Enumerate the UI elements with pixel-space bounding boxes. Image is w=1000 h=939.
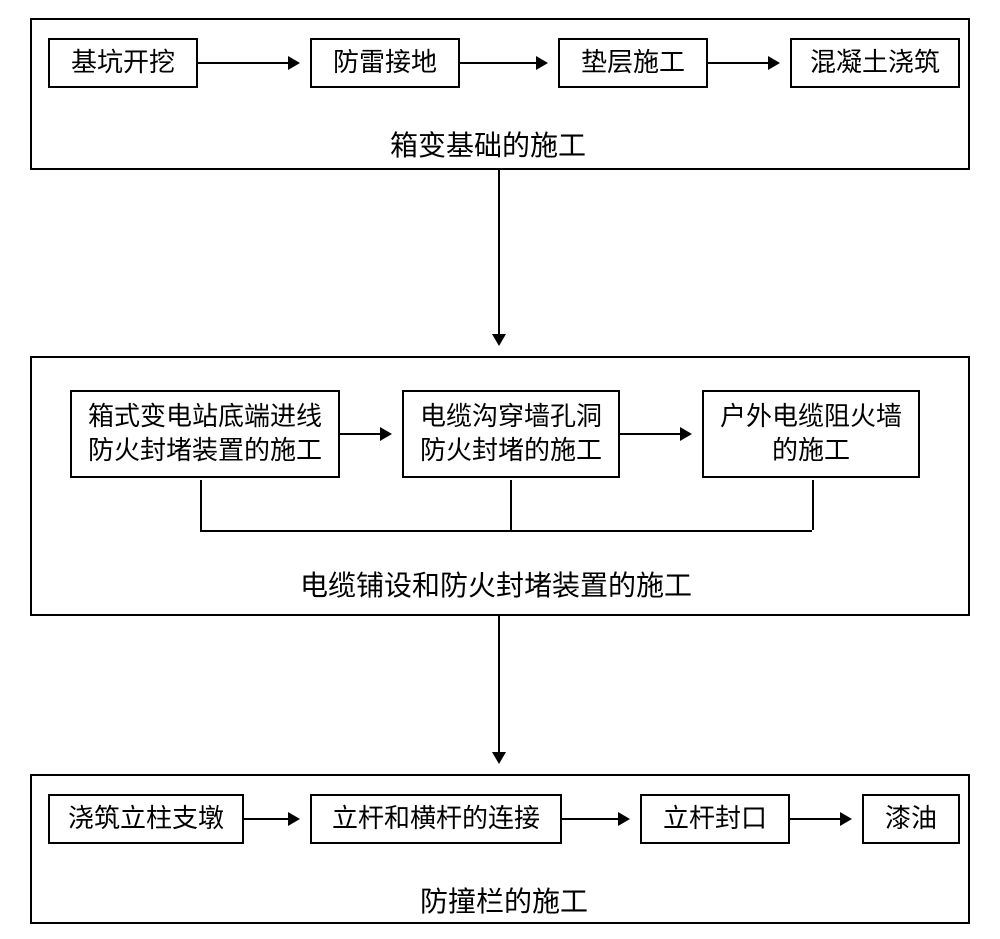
s2n3: 户外电缆阻火墙的施工 xyxy=(702,390,920,478)
s2n2: 电缆沟穿墙孔洞防火封堵的施工 xyxy=(402,390,620,478)
stage2-bracket-c xyxy=(510,480,512,530)
s3n1: 浇筑立柱支墩 xyxy=(48,794,244,844)
s3n2: 立杆和横杆的连接 xyxy=(310,794,562,844)
arrow-s3n2-s3n3 xyxy=(562,818,628,820)
stage1-caption: 箱变基础的施工 xyxy=(390,124,586,164)
stage2-bracket-l xyxy=(200,480,202,530)
s3n3: 立杆封口 xyxy=(640,794,790,844)
arrow-s1n1-s1n2 xyxy=(198,62,298,64)
stage2-bracket-r xyxy=(812,480,814,530)
connector-stage2-stage3 xyxy=(498,616,500,762)
arrow-s3n1-s3n2 xyxy=(244,818,298,820)
stage2-bracket-h xyxy=(200,530,812,532)
stage2-caption: 电缆铺设和防火封堵装置的施工 xyxy=(300,564,692,604)
arrow-s1n3-s1n4 xyxy=(708,62,778,64)
s2n1: 箱式变电站底端进线防火封堵装置的施工 xyxy=(70,390,340,478)
s1n1: 基坑开挖 xyxy=(48,38,198,88)
connector-stage1-stage2 xyxy=(498,170,500,344)
arrow-s2n2-s2n3 xyxy=(620,433,690,435)
arrow-s1n2-s1n3 xyxy=(460,62,546,64)
arrow-s2n1-s2n2 xyxy=(340,433,390,435)
s1n4: 混凝土浇筑 xyxy=(790,38,960,88)
arrow-s3n3-s3n4 xyxy=(790,818,850,820)
s3n4: 漆油 xyxy=(862,794,960,844)
s1n2: 防雷接地 xyxy=(310,38,460,88)
stage3-caption: 防撞栏的施工 xyxy=(420,880,588,920)
s1n3: 垫层施工 xyxy=(558,38,708,88)
